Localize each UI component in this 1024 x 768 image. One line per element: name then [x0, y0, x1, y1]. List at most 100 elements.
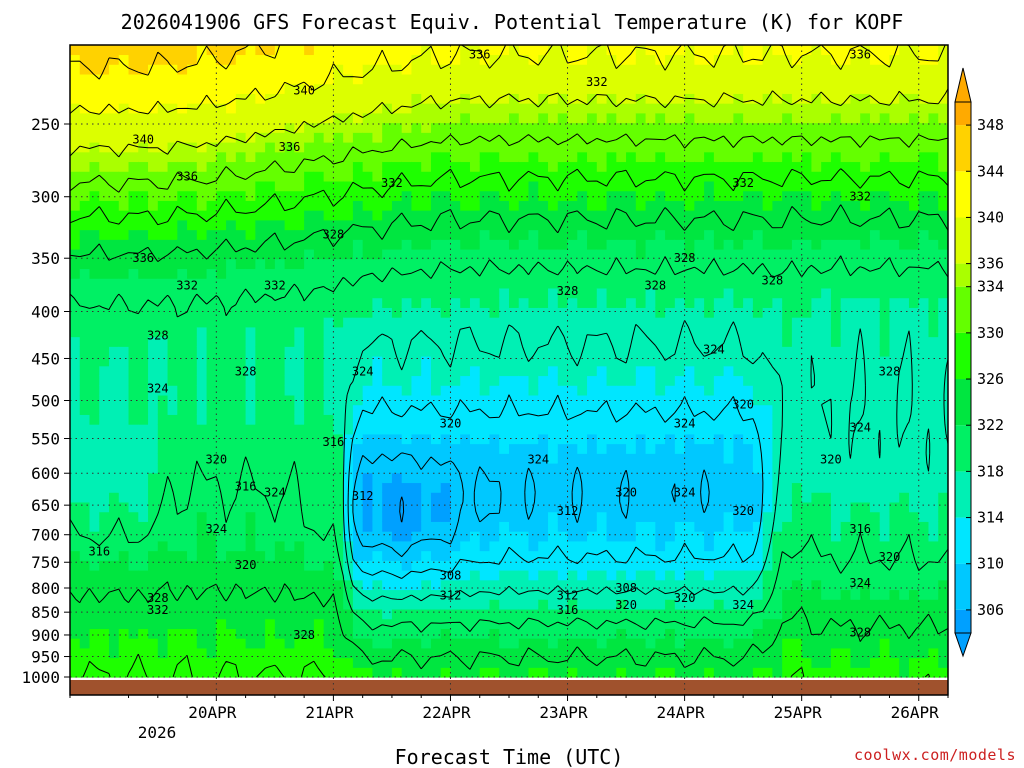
field-cell: [460, 628, 471, 639]
field-cell: [109, 336, 120, 347]
field-cell: [479, 492, 491, 503]
field-cell: [733, 521, 744, 532]
field-cell: [626, 122, 637, 133]
field-cell: [138, 112, 149, 124]
field-cell: [733, 628, 744, 639]
field-cell: [138, 287, 149, 299]
field-cell: [499, 560, 510, 571]
field-cell: [401, 589, 413, 600]
field-cell: [460, 278, 471, 289]
field-cell: [635, 161, 647, 172]
field-cell: [138, 336, 149, 347]
field-cell: [596, 443, 608, 454]
field-cell: [469, 229, 481, 240]
field-cell: [245, 346, 256, 357]
field-cell: [723, 511, 734, 522]
field-cell: [499, 501, 510, 513]
field-cell: [596, 560, 608, 571]
field-cell: [391, 618, 403, 629]
field-cell: [469, 472, 481, 484]
field-cell: [294, 346, 305, 357]
field-cell: [362, 307, 374, 318]
field-cell: [635, 103, 647, 114]
field-cell: [118, 112, 130, 124]
field-cell: [635, 492, 647, 503]
field-cell: [655, 424, 666, 435]
field-cell: [304, 550, 315, 561]
field-cell: [499, 297, 510, 308]
field-cell: [626, 171, 637, 182]
field-cell: [352, 618, 364, 629]
field-cell: [772, 550, 783, 561]
field-cell: [274, 355, 286, 367]
field-cell: [557, 414, 569, 425]
field-cell: [157, 239, 169, 250]
field-cell: [206, 414, 217, 425]
field-cell: [430, 317, 442, 328]
field-cell: [684, 248, 695, 260]
field-cell: [577, 589, 588, 600]
field-cell: [343, 297, 354, 308]
field-cell: [148, 171, 159, 182]
field-cell: [752, 258, 764, 270]
field-cell: [723, 307, 734, 318]
field-cell: [391, 229, 403, 240]
field-cell: [167, 657, 178, 668]
field-cell: [772, 608, 783, 620]
field-cell: [430, 103, 442, 114]
field-cell: [782, 297, 793, 308]
field-cell: [382, 45, 393, 56]
field-cell: [684, 511, 695, 522]
field-cell: [704, 472, 715, 484]
field-cell: [577, 599, 588, 610]
field-cell: [352, 229, 364, 240]
field-cell: [226, 112, 237, 124]
field-cell: [196, 54, 208, 65]
field-cell: [655, 394, 666, 406]
field-cell: [752, 667, 764, 678]
field-cell: [304, 122, 315, 133]
field-cell: [450, 287, 461, 299]
field-cell: [265, 64, 276, 75]
field-cell: [694, 599, 705, 610]
field-cell: [762, 521, 773, 532]
field-cell: [411, 190, 422, 201]
field-cell: [655, 112, 666, 124]
field-cell: [411, 73, 422, 85]
field-cell: [704, 141, 715, 153]
field-cell: [196, 64, 208, 75]
field-cell: [128, 424, 139, 435]
field-cell: [274, 424, 286, 435]
field-cell: [89, 239, 100, 250]
field-cell: [294, 579, 305, 591]
field-cell: [645, 326, 656, 338]
field-cell: [635, 599, 647, 610]
field-cell: [157, 531, 169, 542]
field-cell: [313, 608, 325, 620]
field-cell: [587, 326, 598, 338]
field-cell: [450, 307, 461, 318]
field-cell: [723, 287, 734, 299]
field-cell: [587, 375, 598, 386]
field-cell: [148, 239, 159, 250]
field-cell: [772, 560, 783, 571]
field-cell: [109, 151, 120, 163]
field-cell: [733, 414, 744, 425]
field-cell: [274, 297, 286, 308]
field-cell: [294, 161, 305, 172]
field-cell: [733, 657, 744, 668]
field-cell: [216, 618, 227, 629]
field-cell: [782, 307, 793, 318]
field-cell: [772, 54, 783, 65]
field-cell: [645, 278, 656, 289]
field-cell: [157, 463, 169, 474]
field-cell: [518, 657, 530, 668]
field-cell: [304, 64, 315, 75]
field-cell: [118, 93, 130, 104]
field-cell: [548, 570, 559, 581]
field-cell: [557, 667, 569, 678]
field-cell: [548, 492, 559, 503]
field-cell: [606, 93, 617, 104]
field-cell: [284, 93, 295, 104]
field-cell: [362, 336, 374, 347]
